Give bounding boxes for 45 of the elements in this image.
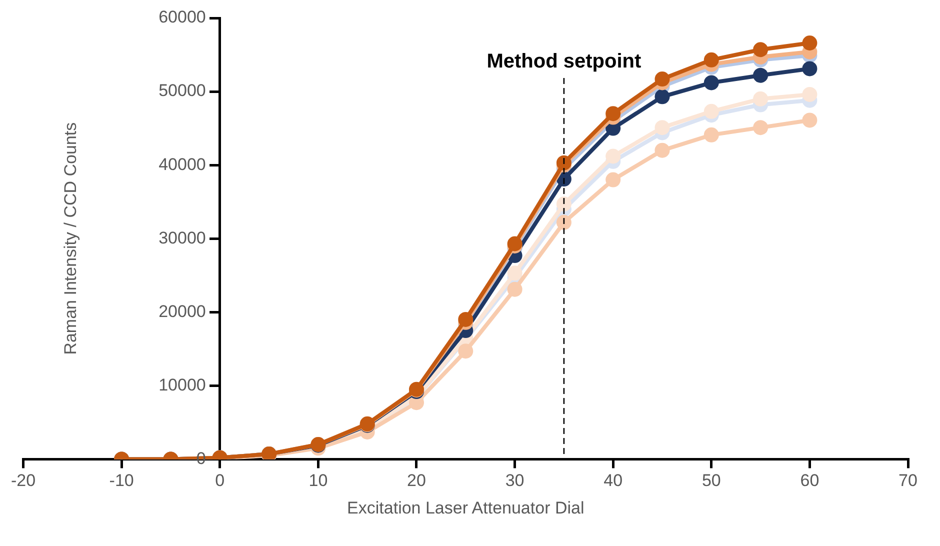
point [654, 72, 670, 87]
point [802, 112, 818, 128]
point [704, 52, 719, 68]
point [704, 127, 719, 142]
point [606, 148, 621, 164]
x-tick-label: 40 [604, 471, 623, 490]
point [802, 36, 818, 50]
point [606, 106, 621, 122]
point [556, 214, 572, 230]
point [654, 89, 670, 104]
y-tick-label: 0 [196, 448, 206, 468]
x-tick-label: 70 [898, 471, 918, 490]
y-tick-label: 10000 [158, 375, 206, 394]
y-tick-label: 30000 [158, 228, 206, 248]
point [704, 104, 719, 119]
x-axis-title: Excitation Laser Attenuator Dial [347, 498, 584, 518]
point [802, 61, 818, 76]
point [753, 68, 768, 83]
y-tick-label: 40000 [158, 154, 206, 174]
y-axis-title: Raman Intensity / CCD Counts [60, 122, 80, 355]
y-tick-label: 60000 [158, 8, 206, 27]
point [556, 196, 572, 212]
point [753, 42, 768, 58]
x-tick-label: 20 [407, 471, 426, 490]
point [704, 75, 719, 90]
point [654, 120, 670, 136]
point [753, 91, 768, 106]
point [753, 120, 768, 136]
point [507, 266, 522, 281]
x-tick-label: -10 [109, 471, 134, 490]
x-tick-label: 30 [505, 471, 524, 490]
x-tick-label: -20 [10, 471, 36, 490]
x-tick-label: 60 [800, 471, 820, 490]
y-tick-label: 50000 [158, 81, 206, 100]
x-tick-label: 50 [702, 471, 721, 490]
x-tick-label: 10 [308, 471, 328, 490]
y-tick-label: 20000 [158, 302, 206, 321]
point [458, 344, 474, 359]
ref-line-label: Method setpoint [486, 50, 642, 73]
x-tick-label: 0 [215, 471, 225, 490]
point [507, 282, 522, 297]
point [458, 312, 474, 327]
point [606, 172, 621, 188]
point [654, 142, 670, 158]
point [802, 86, 818, 102]
